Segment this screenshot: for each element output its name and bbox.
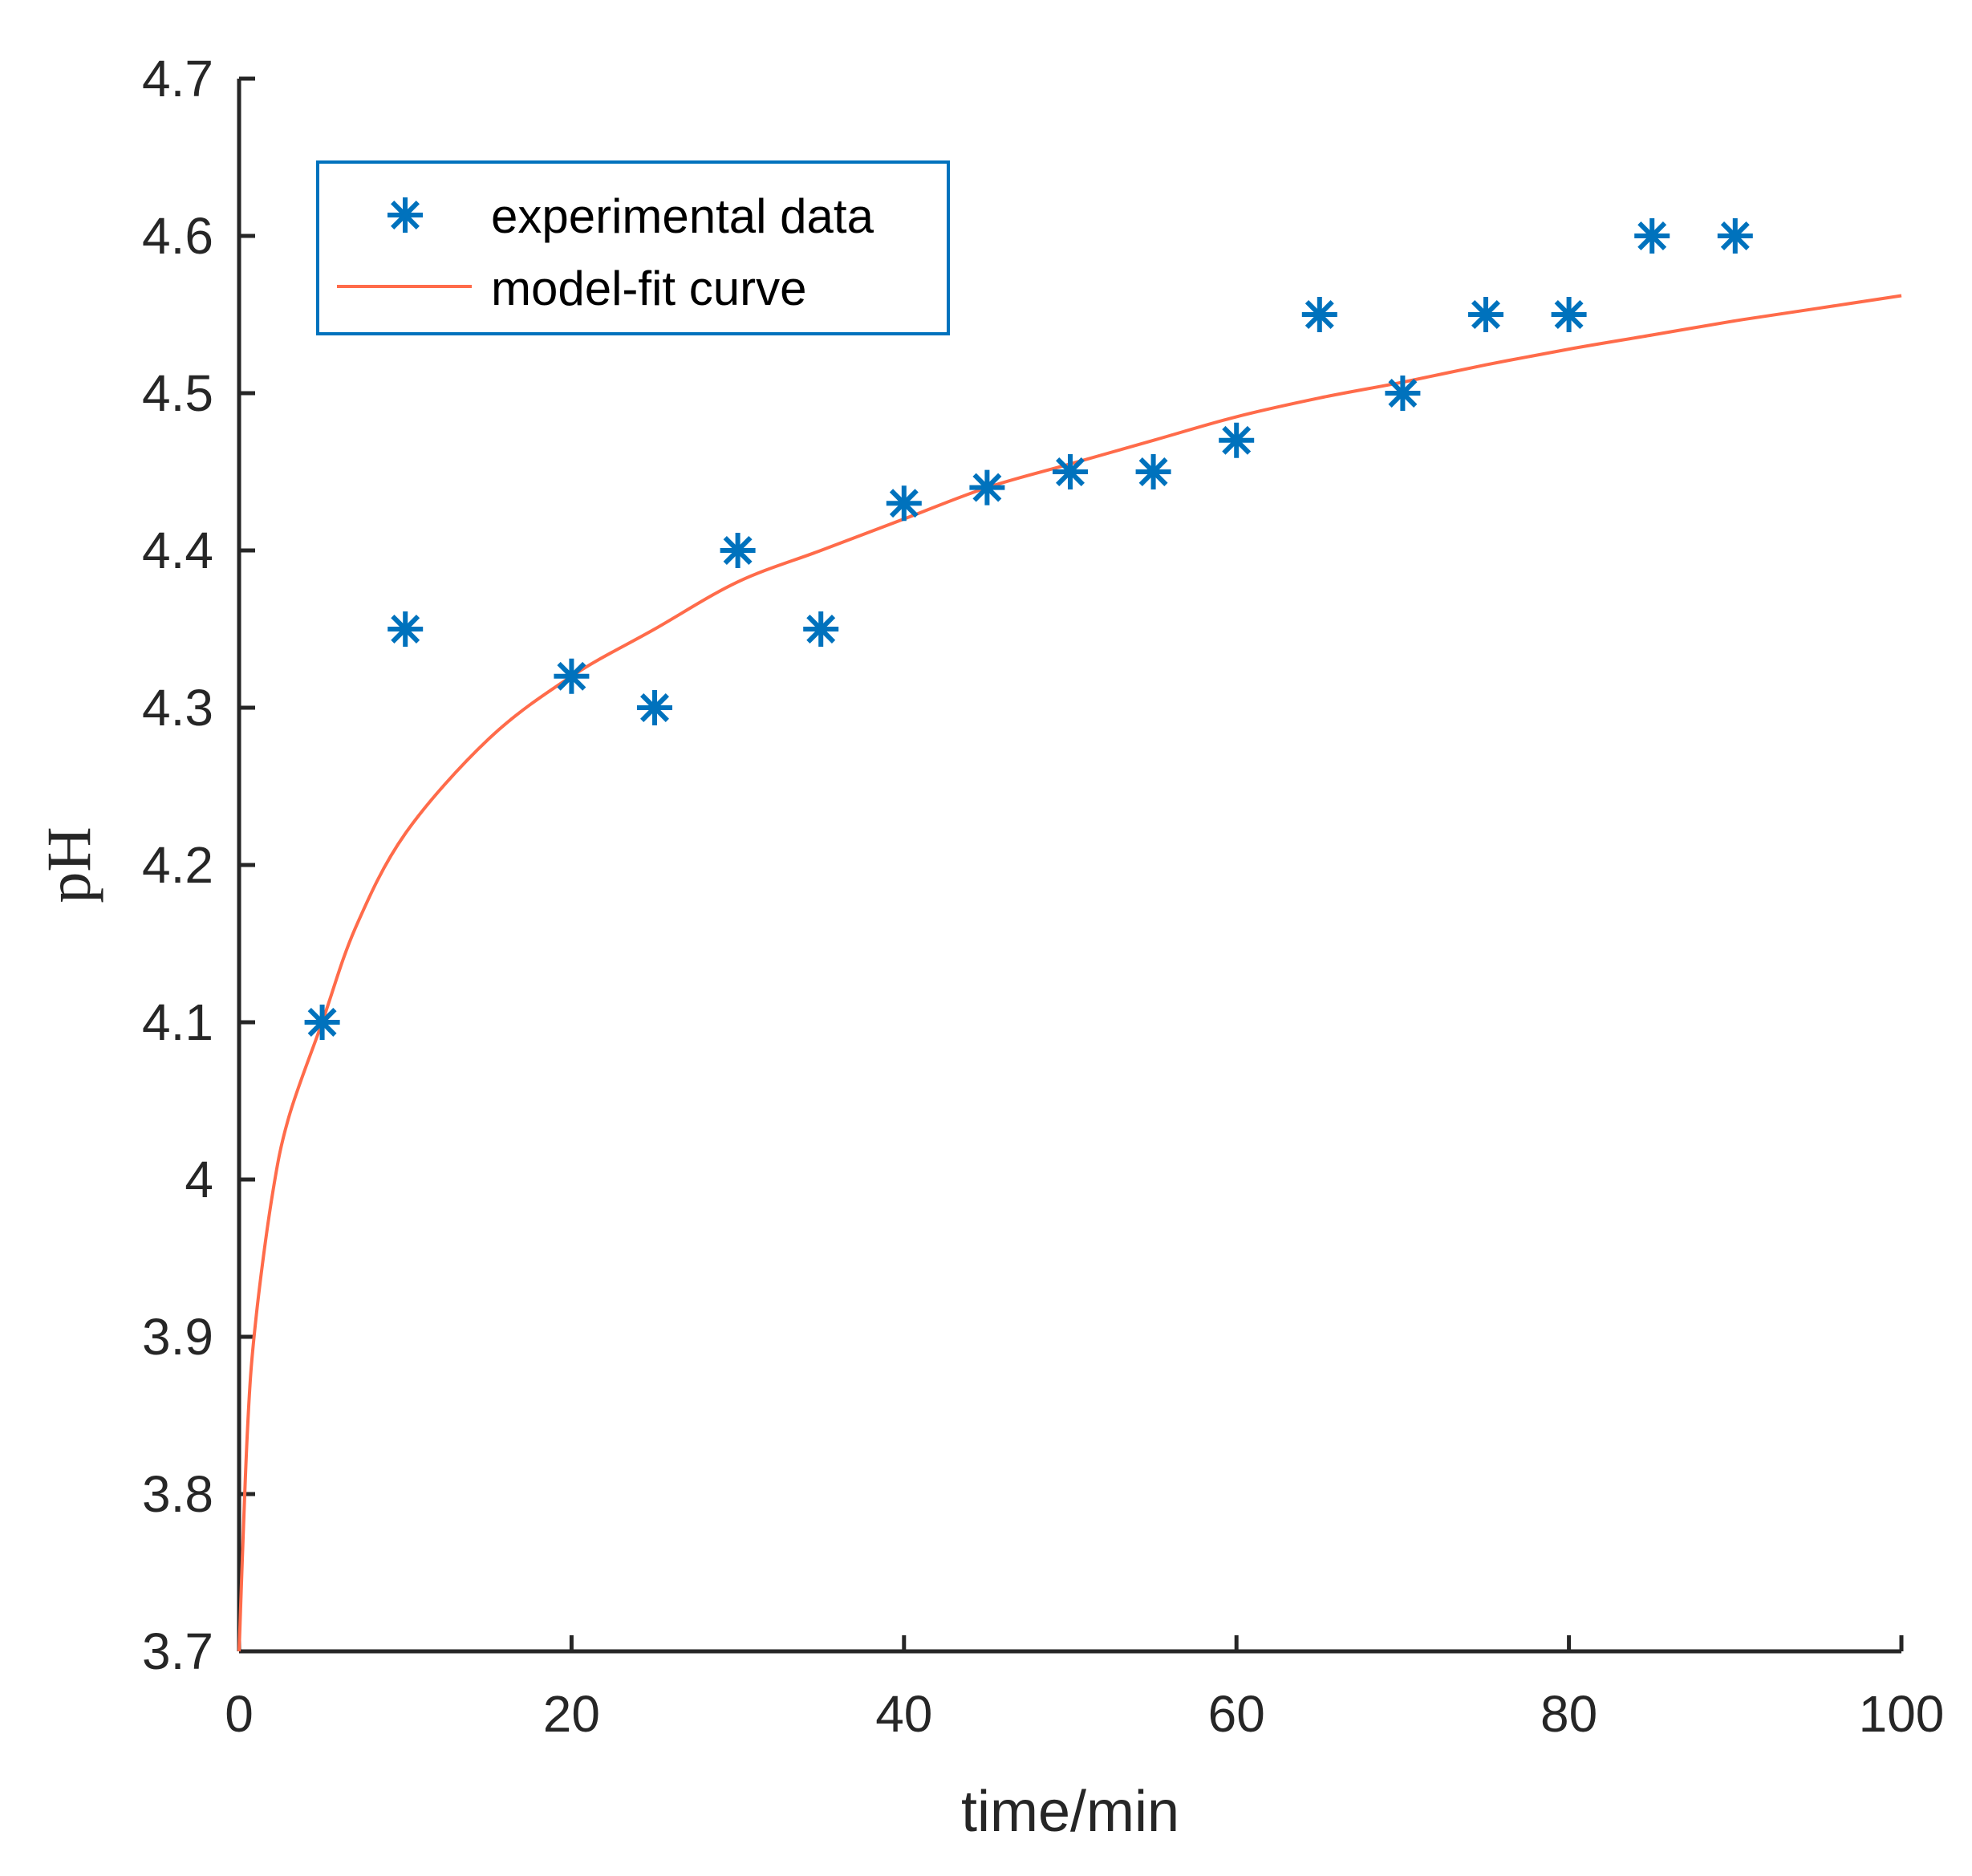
x-tick-label: 80 <box>1540 1685 1597 1743</box>
y-tick-label: 4 <box>185 1151 213 1208</box>
y-tick-label: 4.7 <box>142 50 213 108</box>
y-axis-title: pH <box>34 826 103 903</box>
legend-label-experimental-data: experimental data <box>491 189 874 243</box>
data-point <box>1385 376 1421 411</box>
data-point <box>1634 218 1670 254</box>
data-point <box>1468 297 1503 332</box>
data-point <box>969 469 1005 506</box>
data-point <box>1135 454 1171 489</box>
y-tick-label: 4.5 <box>142 364 213 422</box>
x-tick-label: 40 <box>875 1685 932 1743</box>
legend-asterisk-icon <box>388 197 423 233</box>
x-axis-ticks: 0 20 40 60 80 100 <box>225 1635 1944 1743</box>
data-point <box>886 485 922 522</box>
experimental-data-points <box>304 218 1753 1040</box>
x-tick-label: 100 <box>1859 1685 1945 1743</box>
data-point <box>1717 218 1753 254</box>
data-point <box>1301 297 1337 332</box>
x-tick-label: 20 <box>543 1685 600 1743</box>
y-tick-label: 3.9 <box>142 1308 213 1366</box>
data-point <box>1551 297 1587 332</box>
data-point <box>304 1005 340 1040</box>
legend-marker-asterisk <box>388 197 423 233</box>
y-tick-label: 4.4 <box>142 522 213 579</box>
data-point <box>803 611 839 647</box>
model-fit-curve <box>237 294 1902 1652</box>
data-point <box>554 658 590 694</box>
y-tick-label: 4.3 <box>142 679 213 737</box>
y-tick-label: 4.1 <box>142 993 213 1051</box>
y-tick-label: 3.7 <box>142 1622 213 1680</box>
y-tick-label: 4.2 <box>142 836 213 894</box>
data-point <box>1053 454 1088 489</box>
legend: experimental data model-fit curve <box>316 160 950 335</box>
data-point <box>637 690 672 725</box>
x-tick-label: 0 <box>225 1685 254 1743</box>
y-axis-ticks: 3.7 3.8 3.9 4 4.1 4.2 4.3 4.4 4.5 4.6 4.7 <box>142 50 255 1680</box>
data-point <box>720 533 756 568</box>
data-point <box>1219 422 1255 458</box>
y-tick-label: 4.6 <box>142 207 213 265</box>
legend-box <box>316 160 950 335</box>
y-tick-label: 3.8 <box>142 1465 213 1523</box>
legend-label-model-fit-curve: model-fit curve <box>491 262 806 315</box>
x-tick-label: 60 <box>1208 1685 1265 1743</box>
x-axis-title: time/min <box>961 1780 1179 1844</box>
data-point <box>388 611 424 647</box>
